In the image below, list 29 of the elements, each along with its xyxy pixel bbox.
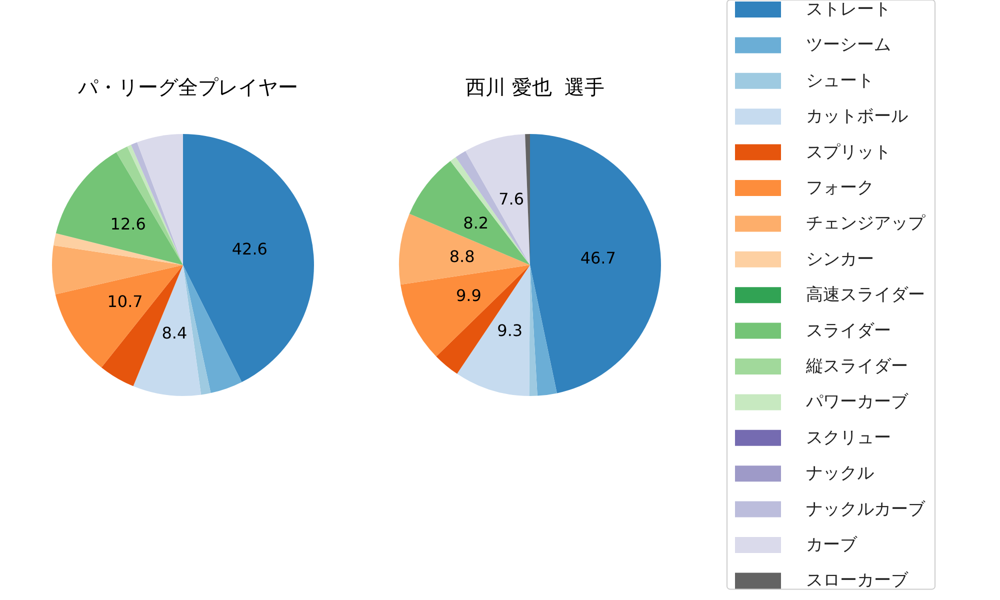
legend-label: フォーク xyxy=(806,178,874,198)
data-label: 12.6 xyxy=(110,214,146,234)
legend-label: シュート xyxy=(806,70,874,91)
legend-label: 高速スライダー xyxy=(806,285,925,306)
data-label: 46.7 xyxy=(580,248,616,268)
legend-label: ナックル xyxy=(806,464,874,484)
data-label: 10.7 xyxy=(107,292,143,312)
legend-label: ストレート xyxy=(806,0,891,20)
legend-label: スローカーブ xyxy=(806,570,909,591)
legend-label: パワーカーブ xyxy=(805,392,909,412)
legend-label: カーブ xyxy=(806,535,858,555)
data-label: 42.6 xyxy=(232,240,268,259)
data-label: 9.3 xyxy=(497,320,523,340)
data-label: 8.2 xyxy=(463,214,489,233)
legend-label: シンカー xyxy=(806,249,874,270)
legend-label: チェンジアップ xyxy=(806,214,926,234)
data-label: 8.8 xyxy=(449,246,475,266)
legend-label: ツーシーム xyxy=(806,35,891,56)
slice-label: 西川 愛也 選手 xyxy=(465,75,605,99)
legend-label: スライダー xyxy=(806,320,891,341)
legend-label: 縦スライダー xyxy=(805,356,908,376)
data-label: 9.9 xyxy=(456,286,482,306)
data-label: 8.4 xyxy=(162,323,188,342)
legend-label: スプリット xyxy=(806,142,891,162)
legend-label: カットボール xyxy=(806,106,908,127)
legend-label: ナックルカーブ xyxy=(806,499,926,520)
slice-label: パ・リーグ全プレイヤー xyxy=(77,75,298,99)
legend-label: スクリュー xyxy=(806,428,891,448)
data-label: 7.6 xyxy=(498,190,524,209)
